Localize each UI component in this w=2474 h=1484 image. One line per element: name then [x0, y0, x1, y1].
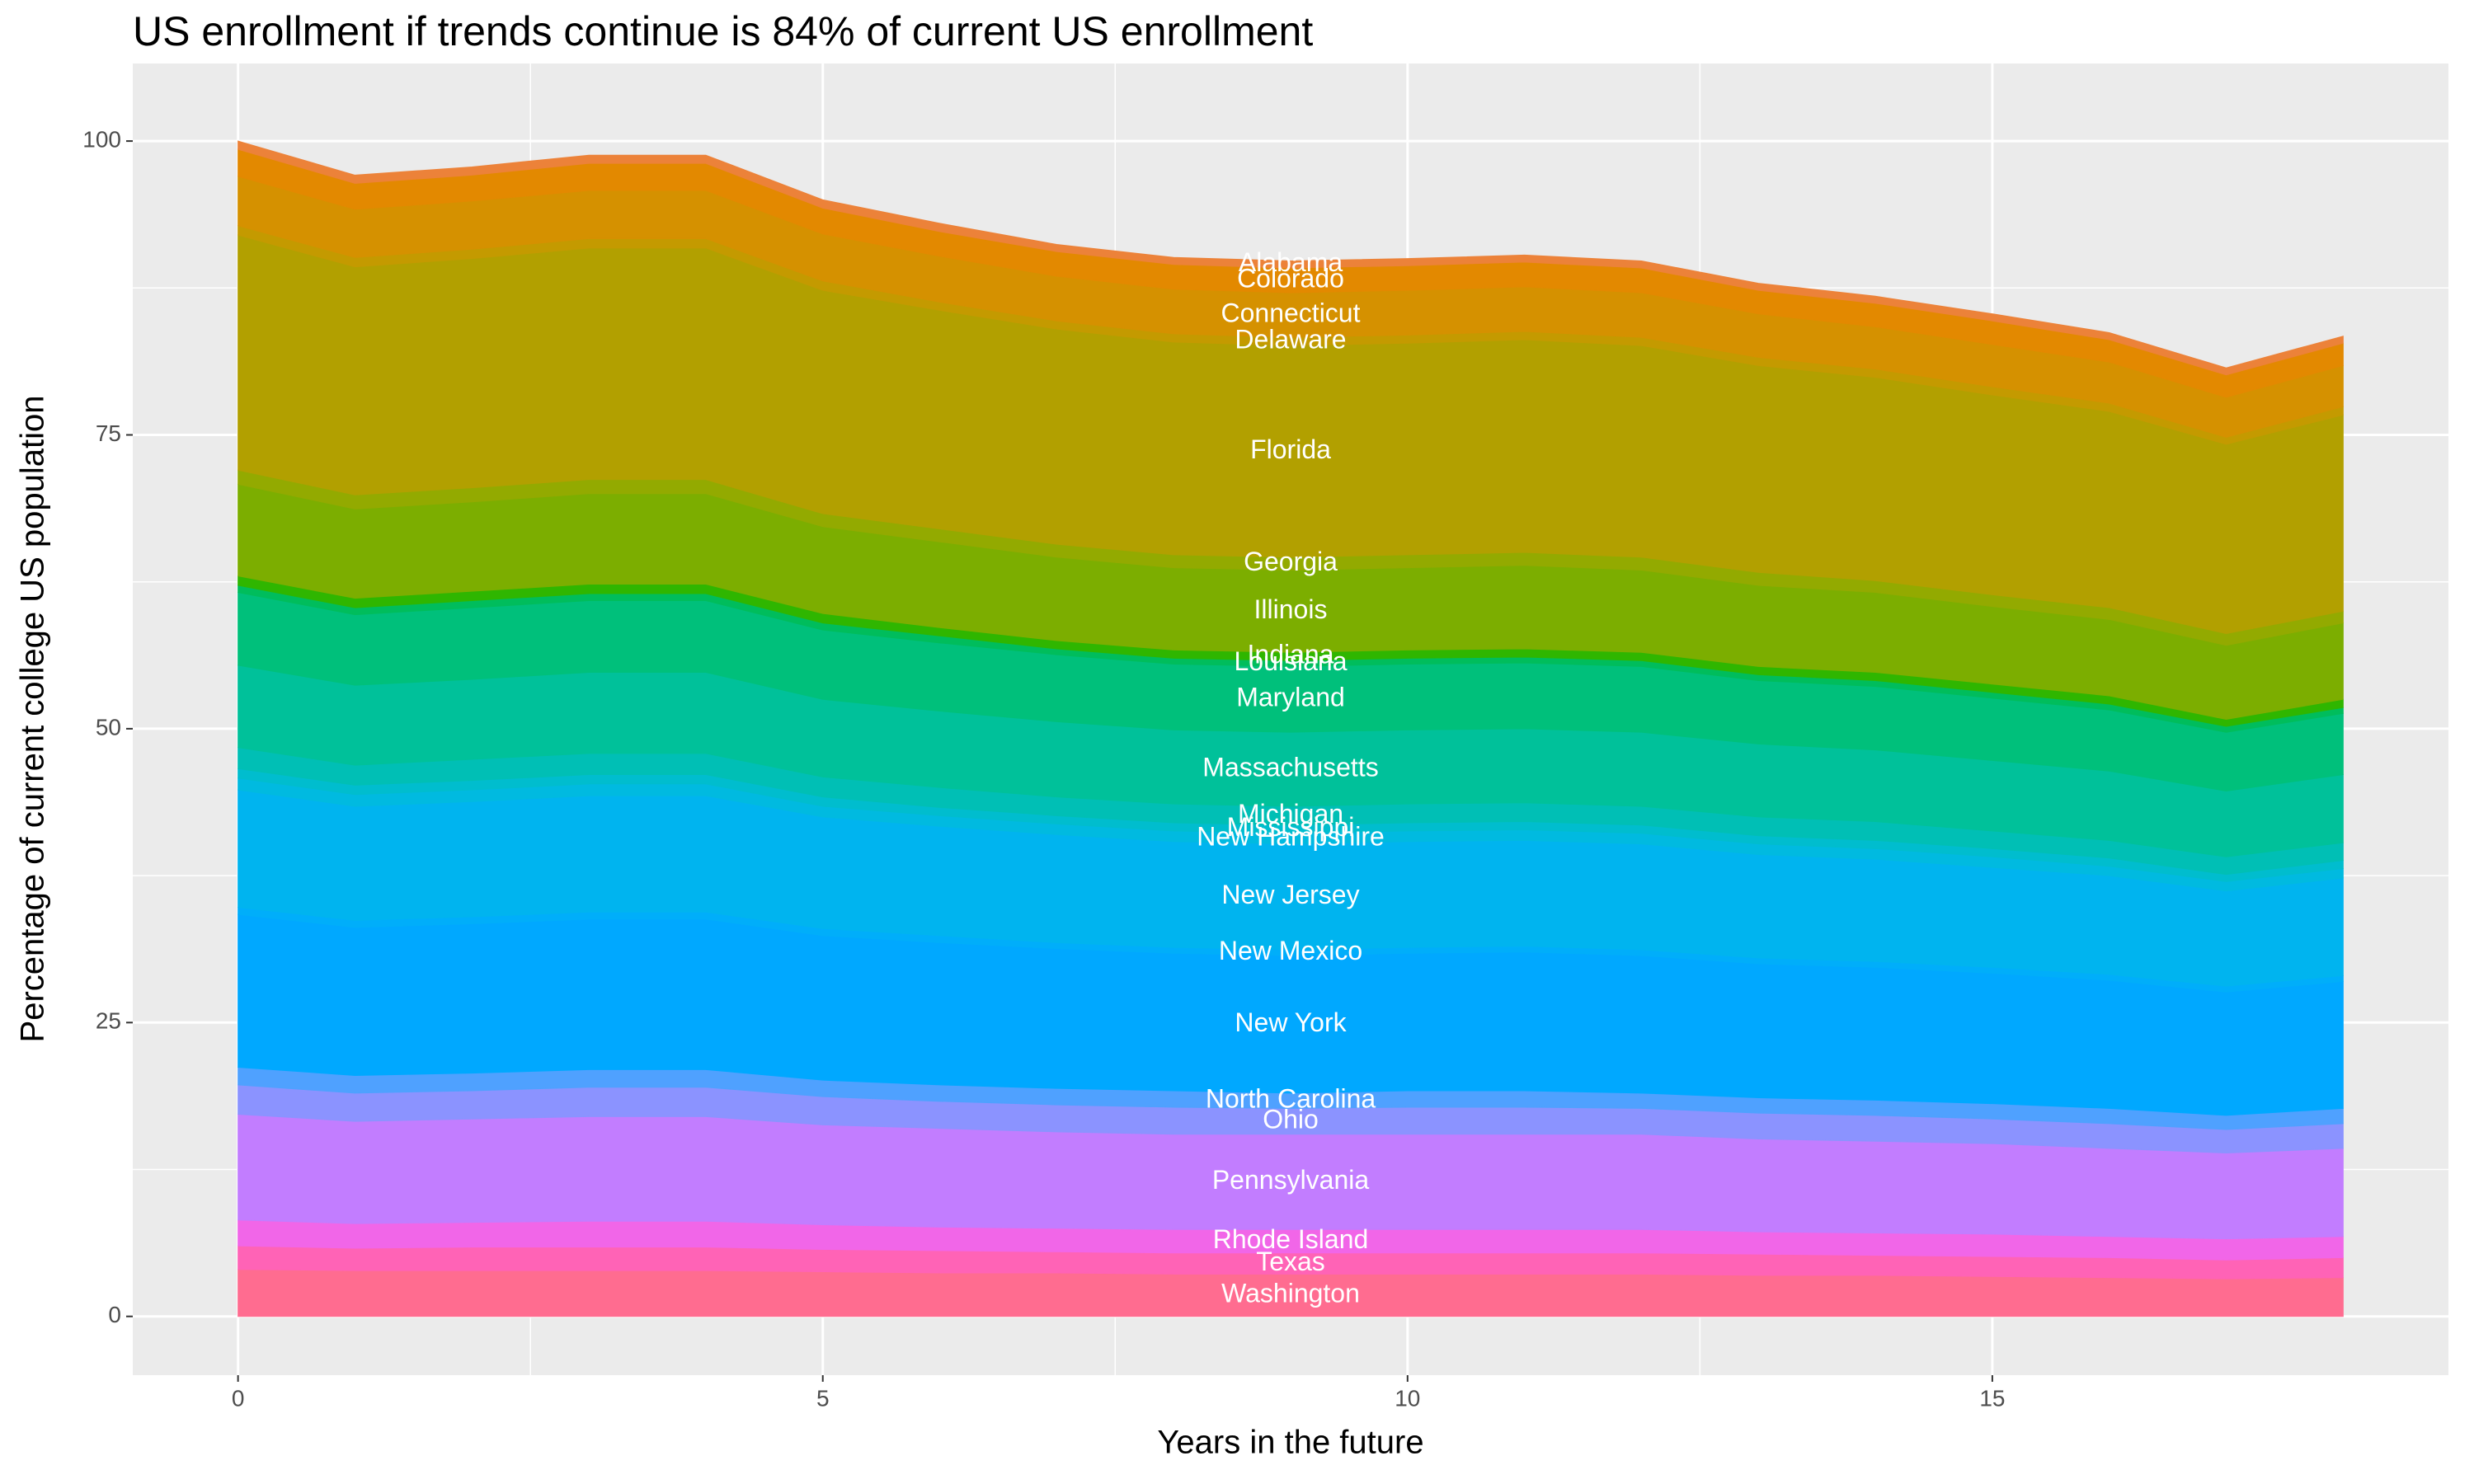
area-label: Massachusetts — [1202, 753, 1378, 782]
area-label: Louisiana — [1235, 646, 1348, 676]
area-label: Alabama — [1239, 247, 1343, 277]
area-label: Delaware — [1235, 325, 1346, 355]
y-tick-label: 25 — [96, 1008, 121, 1034]
area-label: Ohio — [1263, 1105, 1319, 1134]
y-tick-label: 75 — [96, 420, 121, 446]
area-label: North Carolina — [1206, 1084, 1376, 1114]
chart-title: US enrollment if trends continue is 84% … — [133, 8, 1313, 54]
x-tick-label: 5 — [816, 1385, 830, 1411]
area-label: Colorado — [1237, 263, 1344, 293]
area-label: Connecticut — [1221, 298, 1361, 328]
area-label: New Jersey — [1221, 880, 1359, 909]
area-label: Florida — [1250, 434, 1331, 464]
area-label: Illinois — [1254, 594, 1328, 624]
area-label: New York — [1235, 1007, 1347, 1037]
y-tick-label: 0 — [108, 1302, 121, 1327]
y-tick-label: 100 — [82, 126, 121, 152]
area-label: Georgia — [1244, 547, 1338, 576]
area-label: Michigan — [1238, 799, 1343, 829]
y-tick-label: 50 — [96, 714, 121, 740]
area-label: New Hampshire — [1197, 822, 1385, 852]
x-tick-label: 10 — [1395, 1385, 1420, 1411]
area-label: Pennsylvania — [1212, 1165, 1370, 1195]
area-label: Mississippi — [1227, 812, 1355, 842]
area — [238, 140, 2344, 376]
x-tick-label: 0 — [232, 1385, 245, 1411]
area-label: Maryland — [1236, 683, 1345, 712]
area-label: Rhode Island — [1213, 1224, 1369, 1254]
area-label: Texas — [1256, 1247, 1325, 1276]
area-label: Washington — [1221, 1279, 1360, 1308]
area-label: Indiana — [1248, 640, 1334, 669]
area-label: New Mexico — [1219, 936, 1362, 965]
y-axis-title: Percentage of current college US populat… — [15, 396, 51, 1043]
x-axis-title: Years in the future — [1157, 1425, 1423, 1461]
x-tick-label: 15 — [1979, 1385, 2005, 1411]
